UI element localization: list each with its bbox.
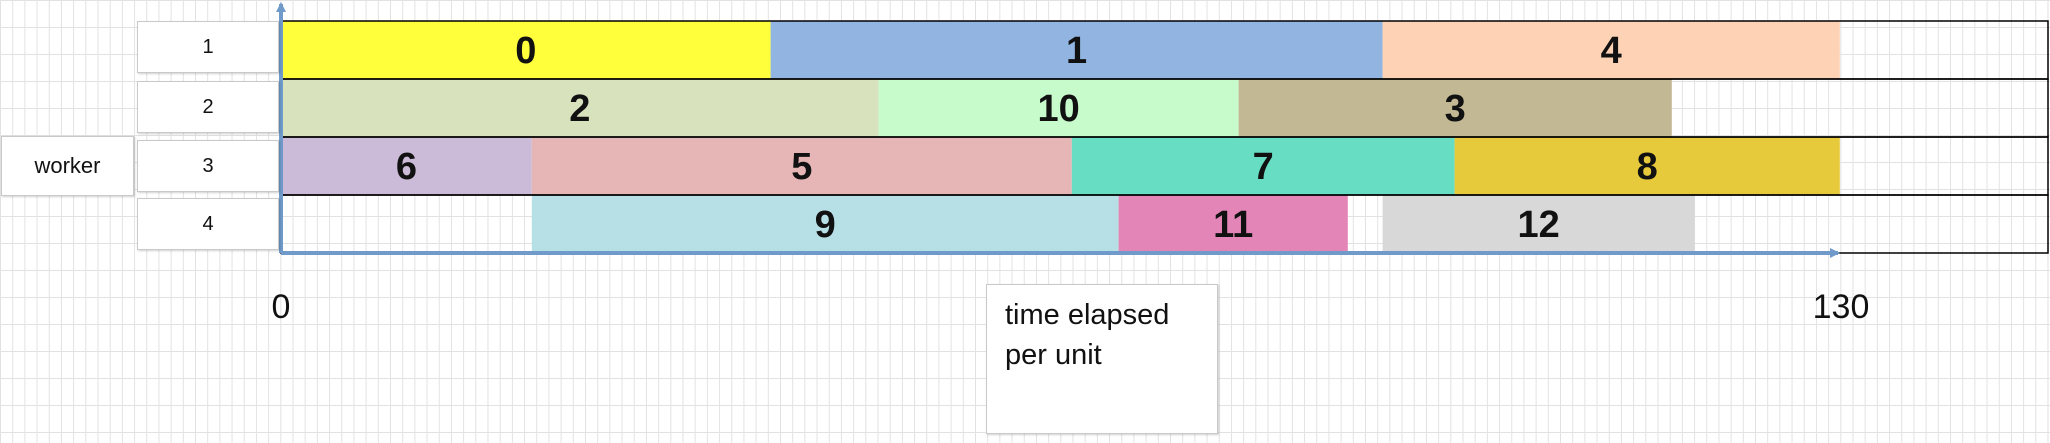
task-bar-6: 6 <box>281 137 532 195</box>
task-label-11: 11 <box>1213 204 1253 246</box>
worker-row-label-4: 4 <box>137 198 279 250</box>
task-bar-8: 8 <box>1454 137 1840 195</box>
x-tick-label-0: 0 <box>272 288 291 326</box>
task-label-6: 6 <box>396 146 417 188</box>
worker-row-label-3: 3 <box>137 140 279 192</box>
task-bar-5: 5 <box>531 137 1072 195</box>
task-bar-4: 4 <box>1382 21 1840 79</box>
task-rect-8 <box>1454 137 1840 195</box>
task-rect-2 <box>281 79 879 137</box>
task-bar-1: 1 <box>770 21 1383 79</box>
task-label-3: 3 <box>1445 88 1466 130</box>
task-label-1: 1 <box>1066 30 1087 72</box>
x-tick-label-130: 130 <box>1813 288 1870 326</box>
task-label-9: 9 <box>815 204 836 246</box>
worker-row-label-2: 2 <box>137 81 279 133</box>
worker-row-label-1: 1 <box>137 21 279 73</box>
task-bar-10: 10 <box>878 79 1239 137</box>
x-axis-label-line-2: per unit <box>1005 339 1102 371</box>
task-bar-7: 7 <box>1071 137 1455 195</box>
task-label-0: 0 <box>515 30 536 72</box>
task-label-2: 2 <box>569 88 590 130</box>
task-label-8: 8 <box>1637 146 1658 188</box>
task-rect-0 <box>281 21 771 79</box>
task-bar-12: 12 <box>1382 195 1695 253</box>
task-bar-0: 0 <box>281 21 771 79</box>
task-label-5: 5 <box>791 146 812 188</box>
task-rect-1 <box>770 21 1383 79</box>
task-rect-4 <box>1382 21 1840 79</box>
x-axis-label-line-1: time elapsed <box>1005 299 1170 331</box>
task-bar-3: 3 <box>1238 79 1672 137</box>
task-rect-7 <box>1071 137 1455 195</box>
task-rect-9 <box>531 195 1119 253</box>
task-rect-11 <box>1118 195 1348 253</box>
task-rect-12 <box>1382 195 1695 253</box>
task-rect-5 <box>531 137 1072 195</box>
task-bar-11: 11 <box>1118 195 1348 253</box>
task-rect-3 <box>1238 79 1672 137</box>
task-rect-6 <box>281 137 532 195</box>
task-rect-10 <box>878 79 1239 137</box>
task-label-4: 4 <box>1601 30 1622 72</box>
task-label-12: 12 <box>1517 204 1559 246</box>
task-bar-2: 2 <box>281 79 879 137</box>
task-label-10: 10 <box>1037 88 1079 130</box>
task-label-7: 7 <box>1253 146 1274 188</box>
x-axis-label: time elapsed per unit <box>986 284 1218 434</box>
task-bar-9: 9 <box>531 195 1119 253</box>
worker-axis-label: worker <box>1 136 134 196</box>
